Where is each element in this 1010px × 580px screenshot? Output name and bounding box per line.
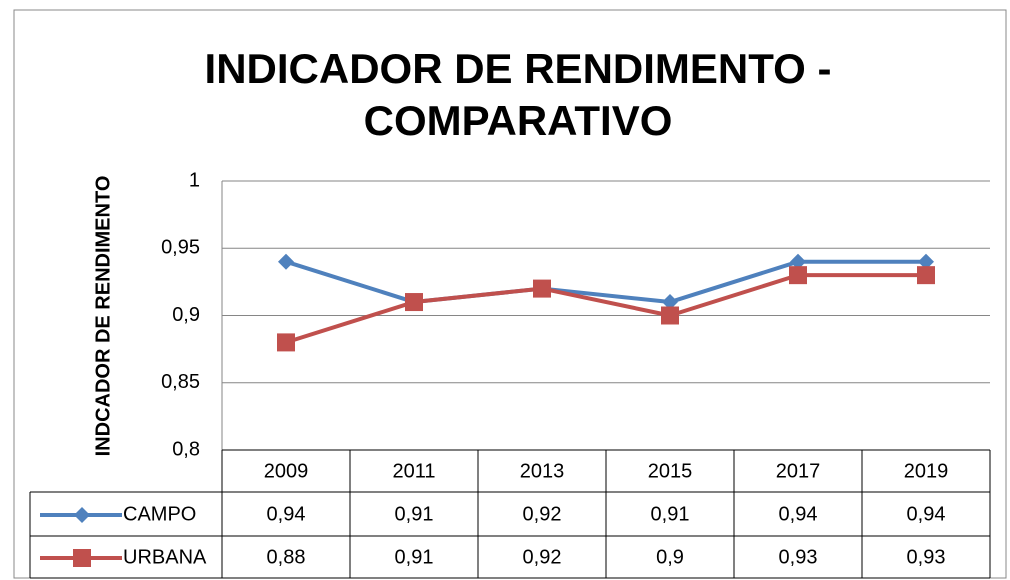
legend-label: URBANA <box>123 546 207 568</box>
legend-label: CAMPO <box>123 503 196 525</box>
table-value: 0,93 <box>907 546 946 568</box>
line-marker <box>662 294 678 311</box>
x-tick-label: 2013 <box>520 460 565 482</box>
table-value: 0,93 <box>779 546 818 568</box>
table-value: 0,94 <box>907 503 946 525</box>
line <box>285 273 926 345</box>
x-tick-label: 2009 <box>264 460 309 482</box>
line-marker <box>278 253 294 270</box>
line-marker <box>917 266 935 285</box>
line-marker <box>661 306 679 325</box>
table-value: 0,91 <box>395 503 434 525</box>
table-value: 0,94 <box>779 503 818 525</box>
table-value: 0,92 <box>523 546 562 568</box>
x-tick-label: 2011 <box>392 460 435 482</box>
line-marker <box>789 266 807 285</box>
y-axis-label: INDCADOR DE RENDIMENTO <box>92 176 114 457</box>
table-value: 0,92 <box>523 503 562 525</box>
chart-title: COMPARATIVO <box>364 97 673 144</box>
table-value: 0,91 <box>651 503 690 525</box>
x-tick-label: 2015 <box>648 460 693 482</box>
table-value: 0,91 <box>395 546 434 568</box>
chart-border <box>13 9 1007 579</box>
line-marker <box>533 279 551 298</box>
y-tick-label: 1 <box>189 169 200 191</box>
line-marker <box>405 293 423 312</box>
line <box>285 259 926 305</box>
y-tick-label: 0,95 <box>161 237 200 259</box>
legend-marker <box>73 549 91 567</box>
table-value: 0,88 <box>267 546 306 568</box>
table-value: 0,9 <box>656 546 684 568</box>
x-tick-label: 2017 <box>776 460 821 482</box>
legend-marker <box>74 507 90 523</box>
y-tick-label: 0,8 <box>172 438 200 460</box>
x-tick-label: 2019 <box>904 460 949 482</box>
table-value: 0,94 <box>267 503 306 525</box>
chart-title: INDICADOR DE RENDIMENTO - <box>205 45 832 92</box>
line-marker <box>277 333 295 352</box>
line-marker <box>918 253 934 270</box>
line-marker <box>790 253 806 270</box>
y-tick-label: 0,9 <box>172 304 200 326</box>
y-tick-label: 0,85 <box>161 371 200 393</box>
